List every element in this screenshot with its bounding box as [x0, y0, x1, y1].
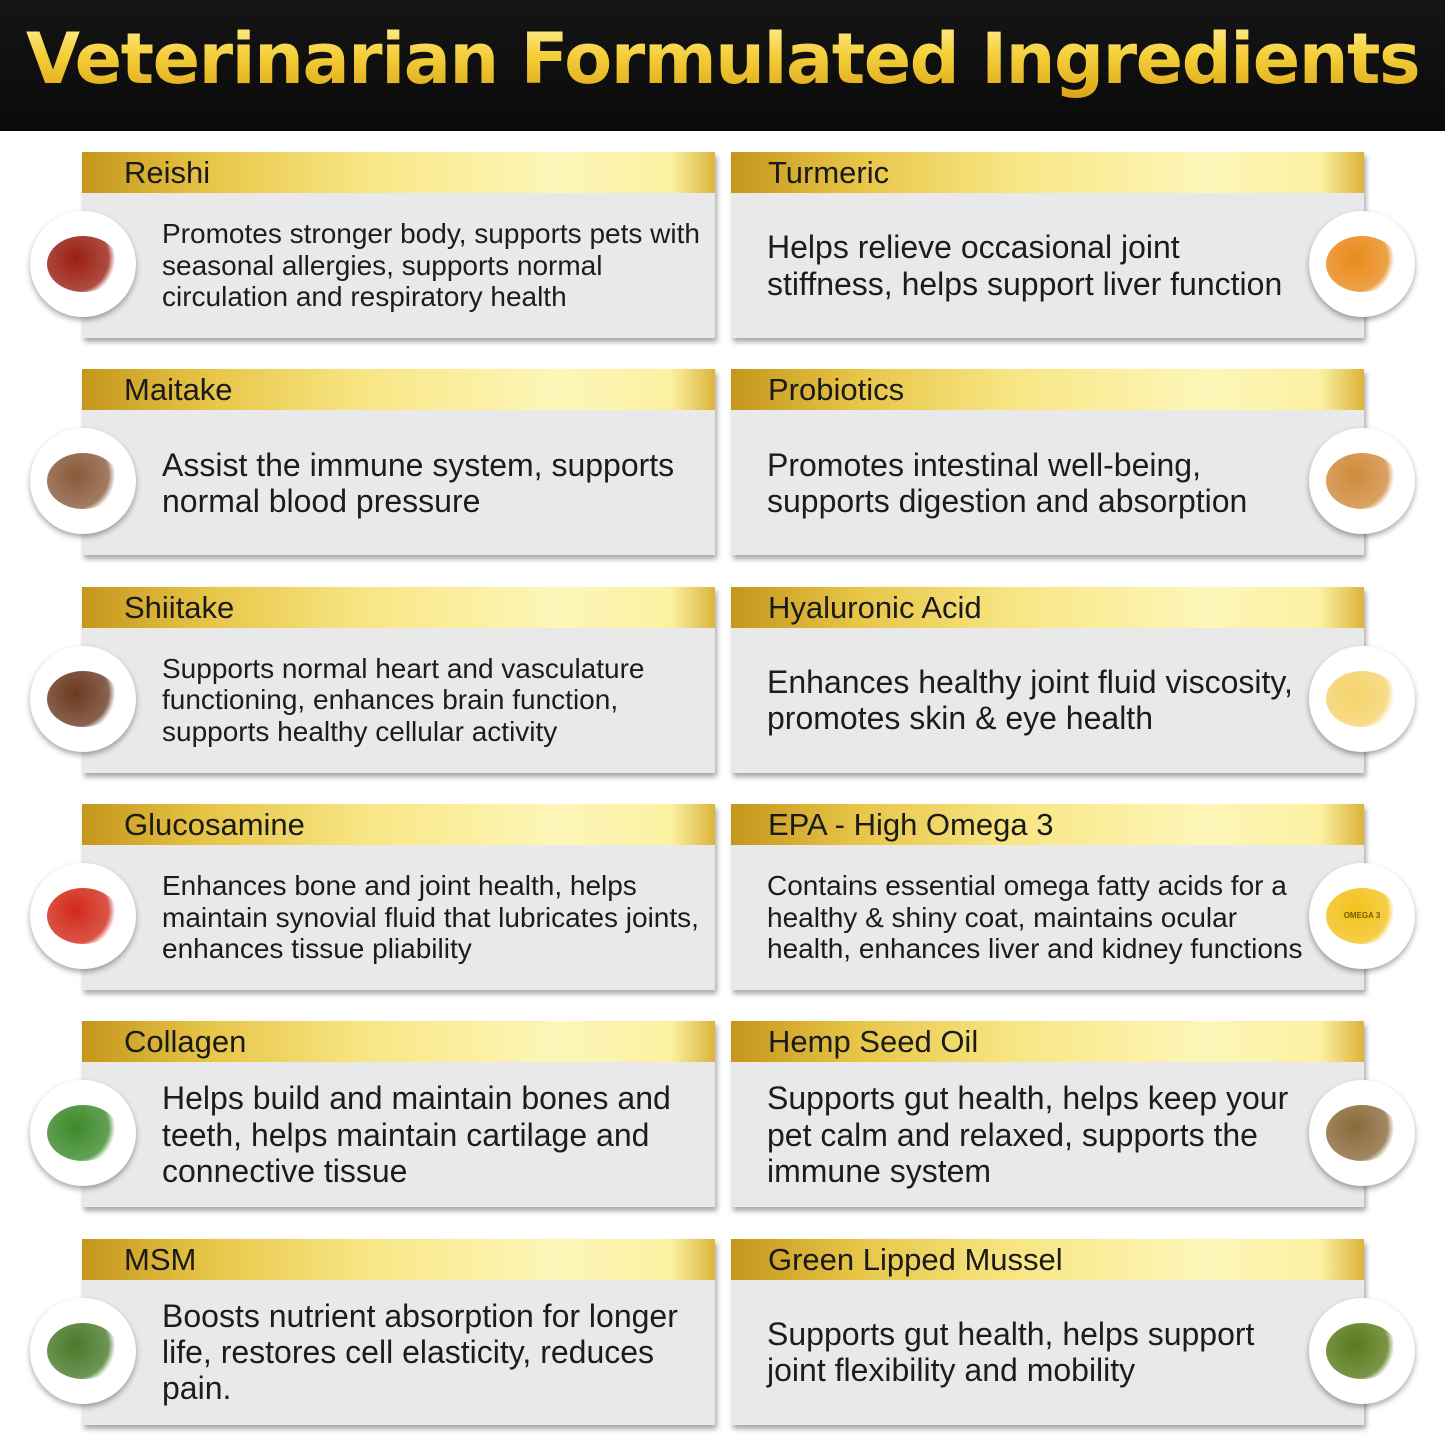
ingredient-name: Probiotics — [731, 369, 1364, 411]
omega-3-capsules-icon: OMEGA 3 — [1309, 862, 1415, 969]
shiitake-mushroom-icon — [30, 645, 136, 752]
ingredient-description: Enhances healthy joint fluid viscosity, … — [767, 663, 1293, 737]
ingredient-description: Contains essential omega fatty acids for… — [767, 869, 1303, 965]
green-mussel-image — [1326, 1322, 1398, 1379]
ingredient-card: Maitake Assist the immune system, suppor… — [82, 369, 715, 556]
ingredient-card: Turmeric Helps relieve occasional joint … — [731, 152, 1364, 338]
ingredient-description: Supports gut health, helps support joint… — [767, 1315, 1255, 1388]
maitake-mushroom-icon — [30, 428, 136, 535]
ingredient-description: Helps build and maintain bones and teeth… — [162, 1080, 671, 1189]
ingredient-card: Collagen Helps build and maintain bones … — [82, 1021, 715, 1208]
ingredient-card: Shiitake Supports normal heart and vascu… — [82, 586, 715, 773]
ingredient-description: Boosts nutrient absorption for longer li… — [162, 1297, 678, 1407]
ingredient-card: Probiotics Promotes intestinal well-bein… — [731, 369, 1364, 556]
ingredient-description: Promotes intestinal well-being, supports… — [767, 446, 1248, 519]
ingredient-name: Turmeric — [731, 152, 1364, 193]
lobster-icon — [30, 862, 136, 969]
header-banner: Veterinarian Formulated Ingredients — [0, 0, 1445, 131]
ingredient-card: Green Lipped Mussel Supports gut health,… — [731, 1238, 1364, 1425]
probiotics-bacteria-image — [1326, 453, 1398, 510]
ingredient-card: Hyaluronic Acid Enhances healthy joint f… — [731, 586, 1364, 773]
ingredient-description: Supports gut health, helps keep your pet… — [767, 1080, 1289, 1189]
green-mussel-icon — [1309, 1297, 1415, 1404]
oil-bowl-image — [1326, 670, 1398, 727]
hemp-seeds-image — [1326, 1105, 1398, 1162]
probiotics-bacteria-icon — [1309, 428, 1415, 535]
shiitake-mushroom-image — [47, 670, 119, 727]
ingredient-card: EPA - High Omega 3 Contains essential om… — [731, 803, 1364, 990]
ingredient-name: Hemp Seed Oil — [731, 1021, 1364, 1063]
turmeric-root-image — [1326, 236, 1398, 292]
ingredient-name: Shiitake — [82, 586, 715, 628]
ingredient-card: Hemp Seed Oil Supports gut health, helps… — [731, 1021, 1364, 1208]
hemp-seeds-icon — [1309, 1080, 1415, 1187]
ingredient-name: Hyaluronic Acid — [731, 586, 1364, 628]
oil-bowl-icon — [1309, 645, 1415, 752]
ingredient-description: Helps relieve occasional joint stiffness… — [767, 229, 1283, 302]
leafy-greens-icon — [30, 1080, 136, 1187]
turmeric-root-icon — [1309, 211, 1415, 317]
ingredient-name: Green Lipped Mussel — [731, 1238, 1364, 1280]
lobster-image — [47, 887, 119, 944]
ingredient-description: Promotes stronger body, supports pets wi… — [162, 218, 700, 313]
reishi-mushroom-icon — [30, 211, 136, 317]
ingredient-name: MSM — [82, 1238, 715, 1280]
ingredient-name: Reishi — [82, 152, 715, 193]
ingredient-name: EPA - High Omega 3 — [731, 803, 1364, 845]
ingredient-card: Glucosamine Enhances bone and joint heal… — [82, 803, 715, 990]
ingredient-name: Collagen — [82, 1021, 715, 1063]
ingredient-card: MSM Boosts nutrient absorption for longe… — [82, 1238, 715, 1425]
ingredient-description: Supports normal heart and vasculature fu… — [162, 652, 645, 747]
herbs-mortar-image — [47, 1322, 119, 1379]
ingredient-card: Reishi Promotes stronger body, supports … — [82, 152, 715, 338]
reishi-mushroom-image — [47, 236, 119, 292]
herbs-mortar-icon — [30, 1297, 136, 1404]
maitake-mushroom-image — [47, 453, 119, 510]
ingredient-description: Assist the immune system, supports norma… — [162, 446, 675, 519]
ingredient-name: Maitake — [82, 369, 715, 411]
leafy-greens-image — [47, 1105, 119, 1162]
ingredient-description: Enhances bone and joint health, helps ma… — [162, 869, 699, 965]
ingredient-name: Glucosamine — [82, 803, 715, 845]
omega-3-capsules-image: OMEGA 3 — [1326, 887, 1398, 944]
page-title: Veterinarian Formulated Ingredients — [0, 18, 1445, 100]
